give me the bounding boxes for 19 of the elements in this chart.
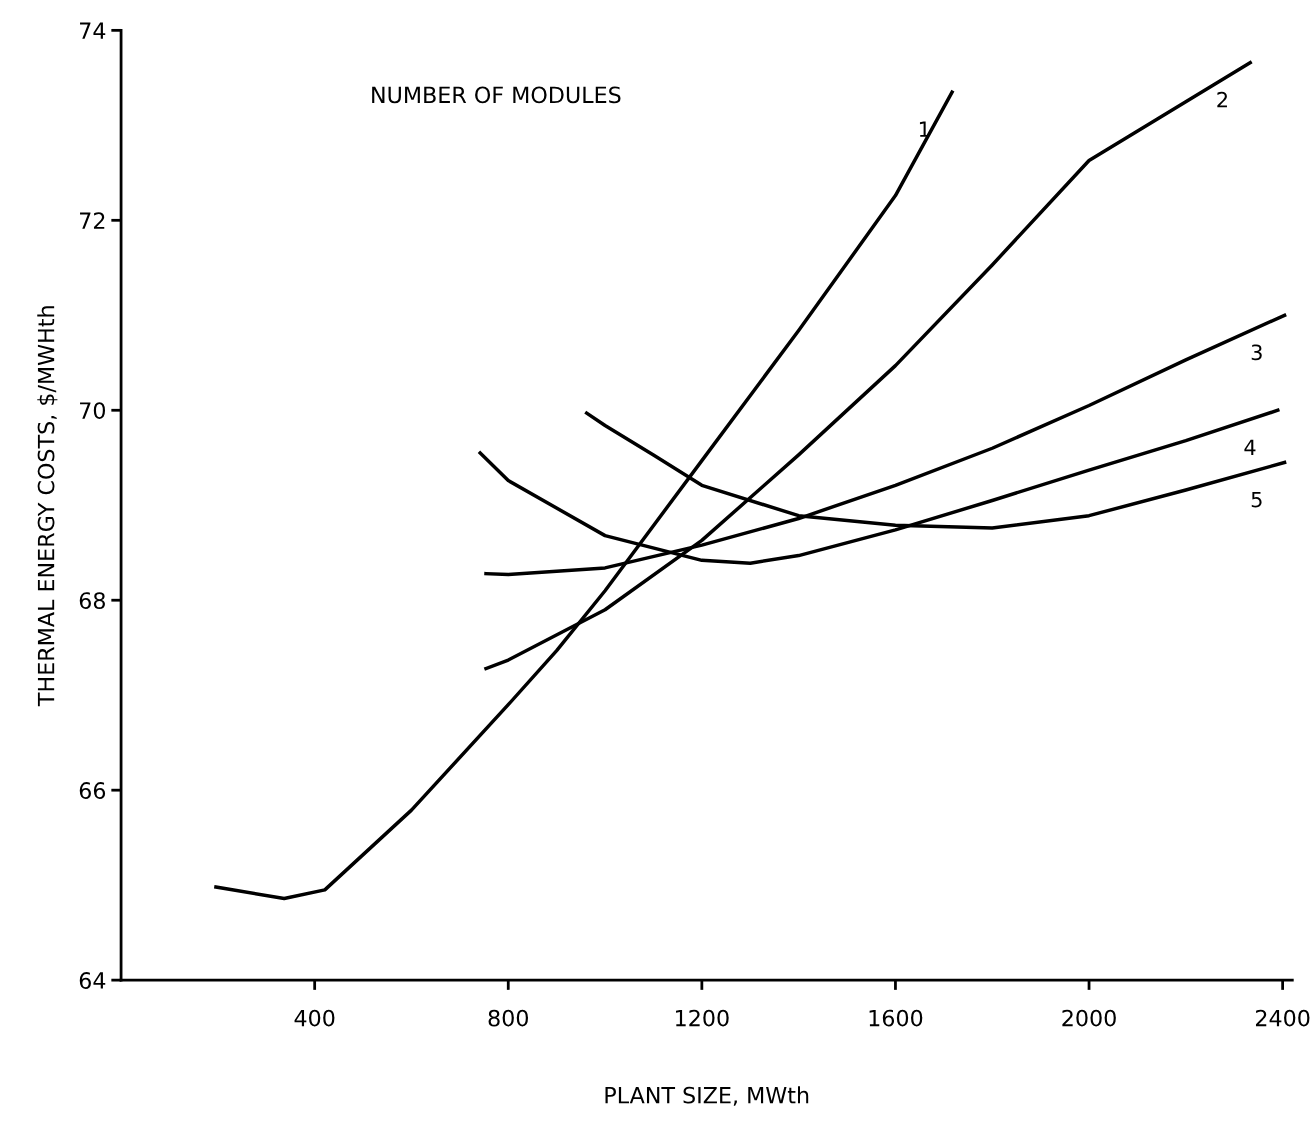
x-axis-title: PLANT SIZE, MWth xyxy=(605,1086,809,1106)
x-tick-label: 1200 xyxy=(676,1009,729,1027)
y-tick-label: 68 xyxy=(79,592,105,609)
x-tick-label: 2000 xyxy=(1062,1009,1116,1027)
y-tick-label: 74 xyxy=(80,22,106,39)
y-tick-label: 64 xyxy=(79,972,106,989)
legend-title: NUMBER OF MODULES xyxy=(372,86,621,104)
series-label: 2 xyxy=(1217,91,1227,108)
y-axis-title: THERMAL ENERGY COSTS, $/MWHth xyxy=(37,306,58,707)
x-tick-label: 800 xyxy=(488,1009,528,1027)
x-tick-label: 400 xyxy=(294,1009,335,1027)
series-label: 5 xyxy=(1251,491,1262,508)
x-tick-label: 2400 xyxy=(1255,1009,1310,1027)
y-tick-label: 70 xyxy=(80,402,106,420)
y-tick-label: 72 xyxy=(80,212,105,229)
series-label: 3 xyxy=(1251,344,1262,361)
series-label: 4 xyxy=(1244,439,1256,455)
x-tick-label: 1600 xyxy=(869,1009,923,1027)
y-tick-label: 66 xyxy=(79,782,106,799)
